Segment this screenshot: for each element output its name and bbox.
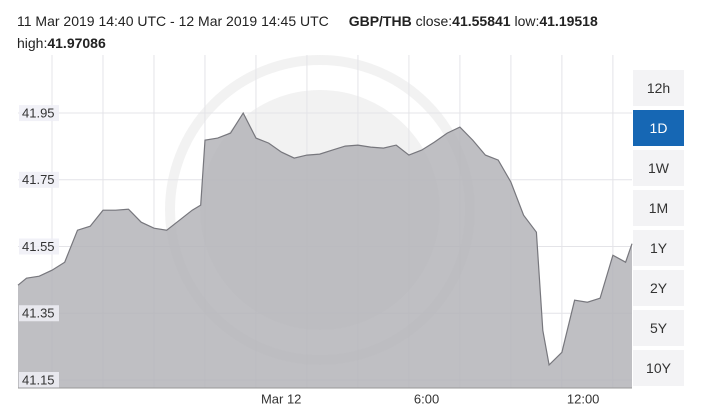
range-button[interactable]: 1D (633, 110, 684, 146)
pair: GBP/THB (348, 13, 412, 29)
range-button[interactable]: 1M (633, 190, 684, 226)
y-tick-label: 41.35 (22, 306, 55, 321)
stat-value: 41.97086 (47, 35, 106, 51)
stat-value: 41.19518 (539, 13, 598, 29)
line (17, 111, 633, 367)
range-button[interactable]: 5Y (633, 310, 684, 346)
range-button[interactable]: 1Y (633, 230, 684, 266)
chart-header: 11 Mar 2019 14:40 UTC - 12 Mar 2019 14:4… (17, 10, 637, 54)
range-button[interactable]: 2Y (633, 270, 684, 306)
stat-value: 41.55841 (452, 13, 511, 29)
x-tick-label: Mar 12 (261, 391, 301, 406)
range-button[interactable]: 1W (633, 150, 684, 186)
y-tick-box (19, 171, 59, 188)
y-tick-label: 41.55 (22, 239, 55, 254)
y-tick-label: 41.15 (22, 372, 55, 387)
y-tick-box (19, 105, 59, 122)
stat-label: close: (415, 13, 453, 29)
stat-label: high: (17, 35, 48, 51)
range-button[interactable]: 12h (633, 70, 684, 106)
x-tick-label: 12:00 (567, 391, 600, 406)
area (18, 113, 632, 388)
y-tick-box (19, 305, 59, 322)
period: 11 Mar 2019 14:40 UTC - 12 Mar 2019 14:4… (17, 13, 329, 29)
y-tick-label: 41.95 (22, 105, 55, 120)
stat-label: low: (514, 13, 540, 29)
y-tick-label: 41.75 (22, 172, 55, 187)
y-tick-box (19, 238, 59, 255)
x-tick-label: 6:00 (414, 391, 439, 406)
y-tick-box (19, 371, 59, 388)
stats: close:41.55841 low:41.19518 high:41.9708… (17, 13, 598, 51)
range-button[interactable]: 10Y (633, 350, 684, 386)
